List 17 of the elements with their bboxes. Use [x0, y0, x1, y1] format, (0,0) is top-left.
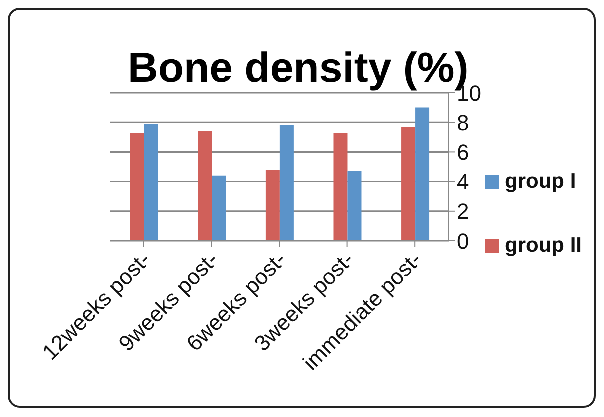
- bar: [416, 108, 430, 241]
- legend-label: group II: [505, 234, 582, 258]
- y-tick-label: 8: [457, 110, 470, 136]
- bar: [198, 131, 212, 241]
- bar: [348, 171, 362, 241]
- bar: [266, 170, 280, 241]
- y-tick-label: 6: [457, 140, 470, 166]
- bar: [144, 124, 158, 241]
- bar: [334, 132, 348, 241]
- y-tick-label: 4: [457, 170, 470, 195]
- bar: [280, 126, 294, 241]
- bar: [402, 127, 416, 241]
- y-tick-label: 0: [457, 228, 470, 254]
- legend-label: group I: [505, 170, 576, 194]
- bar: [130, 132, 144, 241]
- bar: [212, 176, 226, 241]
- y-tick-label: 2: [457, 199, 470, 224]
